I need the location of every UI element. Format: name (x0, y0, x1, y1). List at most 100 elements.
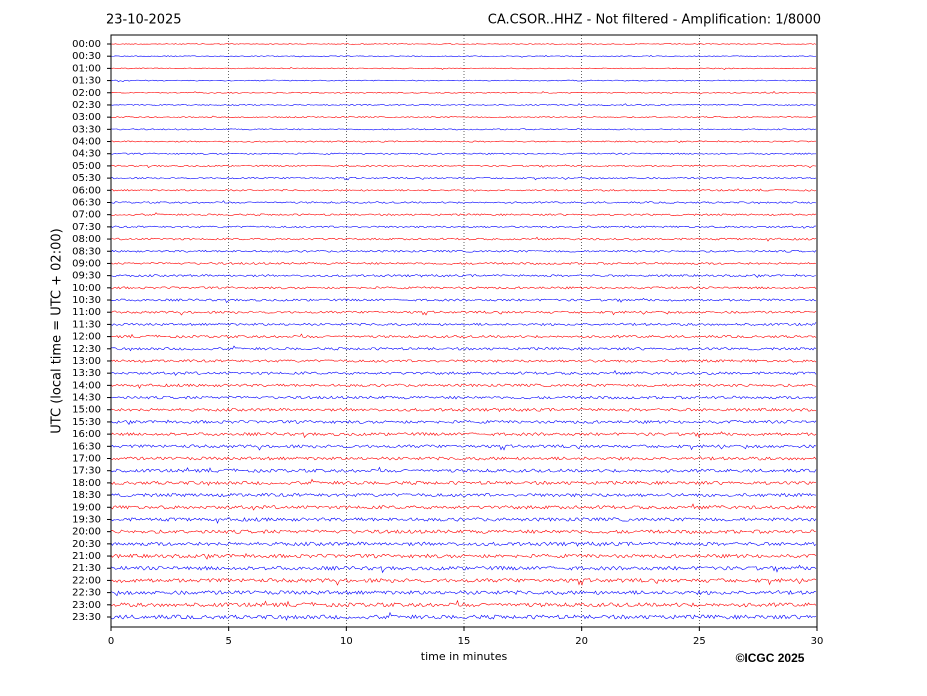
y-tick-label: 14:30 (72, 393, 101, 404)
trace (110, 200, 817, 205)
trace (110, 322, 817, 327)
y-tick-label: 03:00 (72, 112, 101, 123)
trace (110, 444, 817, 451)
trace (110, 599, 817, 608)
y-tick-label: 22:00 (72, 575, 101, 586)
y-tick-label: 19:00 (72, 502, 101, 513)
y-tick-label: 04:00 (72, 137, 101, 148)
y-tick-label: 00:00 (72, 39, 101, 50)
trace (110, 103, 817, 106)
y-tick-label: 00:30 (72, 51, 101, 62)
y-tick-label: 08:00 (72, 234, 101, 245)
x-tick-label: 25 (693, 636, 706, 647)
trace (110, 529, 817, 535)
x-tick-label: 20 (575, 636, 588, 647)
trace (110, 492, 817, 498)
trace (110, 79, 817, 83)
trace (110, 395, 817, 400)
x-tick-label: 5 (225, 636, 231, 647)
trace (110, 589, 817, 597)
trace (110, 478, 816, 487)
y-tick-label: 15:00 (72, 405, 101, 416)
trace (110, 552, 817, 560)
trace (110, 383, 817, 389)
trace (110, 236, 817, 242)
trace (110, 249, 817, 253)
date: 23-10-2025 (106, 13, 182, 28)
y-tick-label: 05:00 (72, 161, 101, 172)
x-axis-label: time in minutes (421, 650, 508, 663)
y-tick-label: 05:30 (72, 173, 101, 184)
y-tick-label: 07:00 (72, 210, 101, 221)
trace (110, 419, 817, 425)
y-axis-label: UTC (local time = UTC + 02:00) (50, 228, 65, 433)
y-tick-label: 21:30 (72, 563, 101, 574)
y-tick-label: 16:00 (72, 429, 101, 440)
trace (110, 564, 817, 574)
trace (110, 91, 817, 95)
y-tick-label: 09:00 (72, 258, 101, 269)
y-tick-label: 13:00 (72, 356, 101, 367)
trace (110, 164, 817, 169)
y-tick-label: 15:30 (72, 417, 101, 428)
trace (110, 359, 817, 363)
y-tick-label: 04:30 (72, 149, 101, 160)
y-tick-label: 22:30 (72, 588, 101, 599)
trace (110, 262, 817, 265)
trace (110, 333, 817, 339)
y-tick-label: 03:30 (72, 124, 101, 135)
y-tick-label: 12:30 (72, 344, 101, 355)
y-tick-label: 10:00 (72, 283, 101, 294)
y-tick-label: 01:00 (72, 63, 101, 74)
trace (110, 152, 817, 155)
y-tick-label: 18:30 (72, 490, 101, 501)
y-tick-label: 10:30 (72, 295, 101, 306)
y-tick-label: 11:00 (72, 307, 101, 318)
trace (110, 577, 817, 586)
y-tick-label: 06:30 (72, 197, 101, 208)
trace (110, 370, 817, 376)
y-tick-label: 12:00 (72, 332, 101, 343)
y-tick-label: 17:30 (72, 466, 101, 477)
trace (110, 43, 817, 45)
credit: ©ICGC 2025 (736, 651, 805, 665)
y-tick-label: 16:30 (72, 441, 101, 452)
y-tick-label: 19:30 (72, 514, 101, 525)
y-tick-label: 02:30 (72, 100, 101, 111)
x-tick-label: 15 (458, 636, 471, 647)
trace (110, 466, 817, 473)
y-tick-label: 18:00 (72, 478, 101, 489)
y-tick-label: 06:00 (72, 185, 101, 196)
trace (110, 503, 817, 511)
y-tick-label: 20:30 (72, 539, 101, 550)
y-tick-label: 20:00 (72, 527, 101, 538)
y-tick-label: 08:30 (72, 246, 101, 257)
x-tick-label: 0 (108, 636, 114, 647)
y-tick-label: 23:30 (72, 612, 101, 623)
y-tick-label: 09:30 (72, 271, 101, 282)
y-tick-label: 13:30 (72, 368, 101, 379)
trace (110, 115, 817, 119)
trace (110, 128, 817, 131)
y-tick-label: 17:00 (72, 454, 101, 465)
trace (110, 140, 817, 144)
plot-area (110, 35, 817, 627)
y-tick-label: 01:30 (72, 76, 101, 87)
y-tick-label: 23:00 (72, 600, 101, 611)
trace (110, 431, 817, 439)
trace (110, 310, 817, 316)
y-tick-label: 11:30 (72, 319, 101, 330)
trace (110, 273, 817, 278)
trace (110, 54, 817, 58)
trace (110, 225, 817, 229)
trace (110, 188, 817, 192)
trace (110, 456, 817, 461)
trace (110, 297, 817, 304)
trace (110, 541, 817, 547)
x-tick-label: 10 (340, 636, 353, 647)
y-tick-label: 02:00 (72, 88, 101, 99)
trace (110, 345, 817, 352)
trace (110, 407, 817, 413)
y-tick-label: 14:00 (72, 380, 101, 391)
